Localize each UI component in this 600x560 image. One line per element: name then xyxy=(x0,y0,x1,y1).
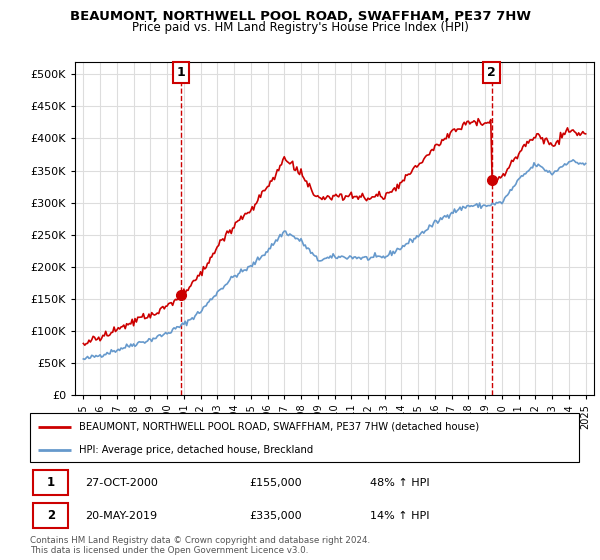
Text: 1: 1 xyxy=(176,66,185,79)
Text: 2: 2 xyxy=(487,66,496,79)
Text: BEAUMONT, NORTHWELL POOL ROAD, SWAFFHAM, PE37 7HW (detached house): BEAUMONT, NORTHWELL POOL ROAD, SWAFFHAM,… xyxy=(79,422,479,432)
Text: Price paid vs. HM Land Registry's House Price Index (HPI): Price paid vs. HM Land Registry's House … xyxy=(131,21,469,34)
FancyBboxPatch shape xyxy=(33,470,68,496)
FancyBboxPatch shape xyxy=(33,503,68,529)
Text: £155,000: £155,000 xyxy=(250,478,302,488)
Text: 1: 1 xyxy=(47,477,55,489)
Text: BEAUMONT, NORTHWELL POOL ROAD, SWAFFHAM, PE37 7HW: BEAUMONT, NORTHWELL POOL ROAD, SWAFFHAM,… xyxy=(70,10,530,23)
Text: HPI: Average price, detached house, Breckland: HPI: Average price, detached house, Brec… xyxy=(79,445,314,455)
Text: £335,000: £335,000 xyxy=(250,511,302,521)
Text: 14% ↑ HPI: 14% ↑ HPI xyxy=(370,511,430,521)
Text: 2: 2 xyxy=(47,510,55,522)
Text: 20-MAY-2019: 20-MAY-2019 xyxy=(85,511,157,521)
Text: 48% ↑ HPI: 48% ↑ HPI xyxy=(370,478,430,488)
Text: 27-OCT-2000: 27-OCT-2000 xyxy=(85,478,158,488)
Text: Contains HM Land Registry data © Crown copyright and database right 2024.
This d: Contains HM Land Registry data © Crown c… xyxy=(30,536,370,556)
